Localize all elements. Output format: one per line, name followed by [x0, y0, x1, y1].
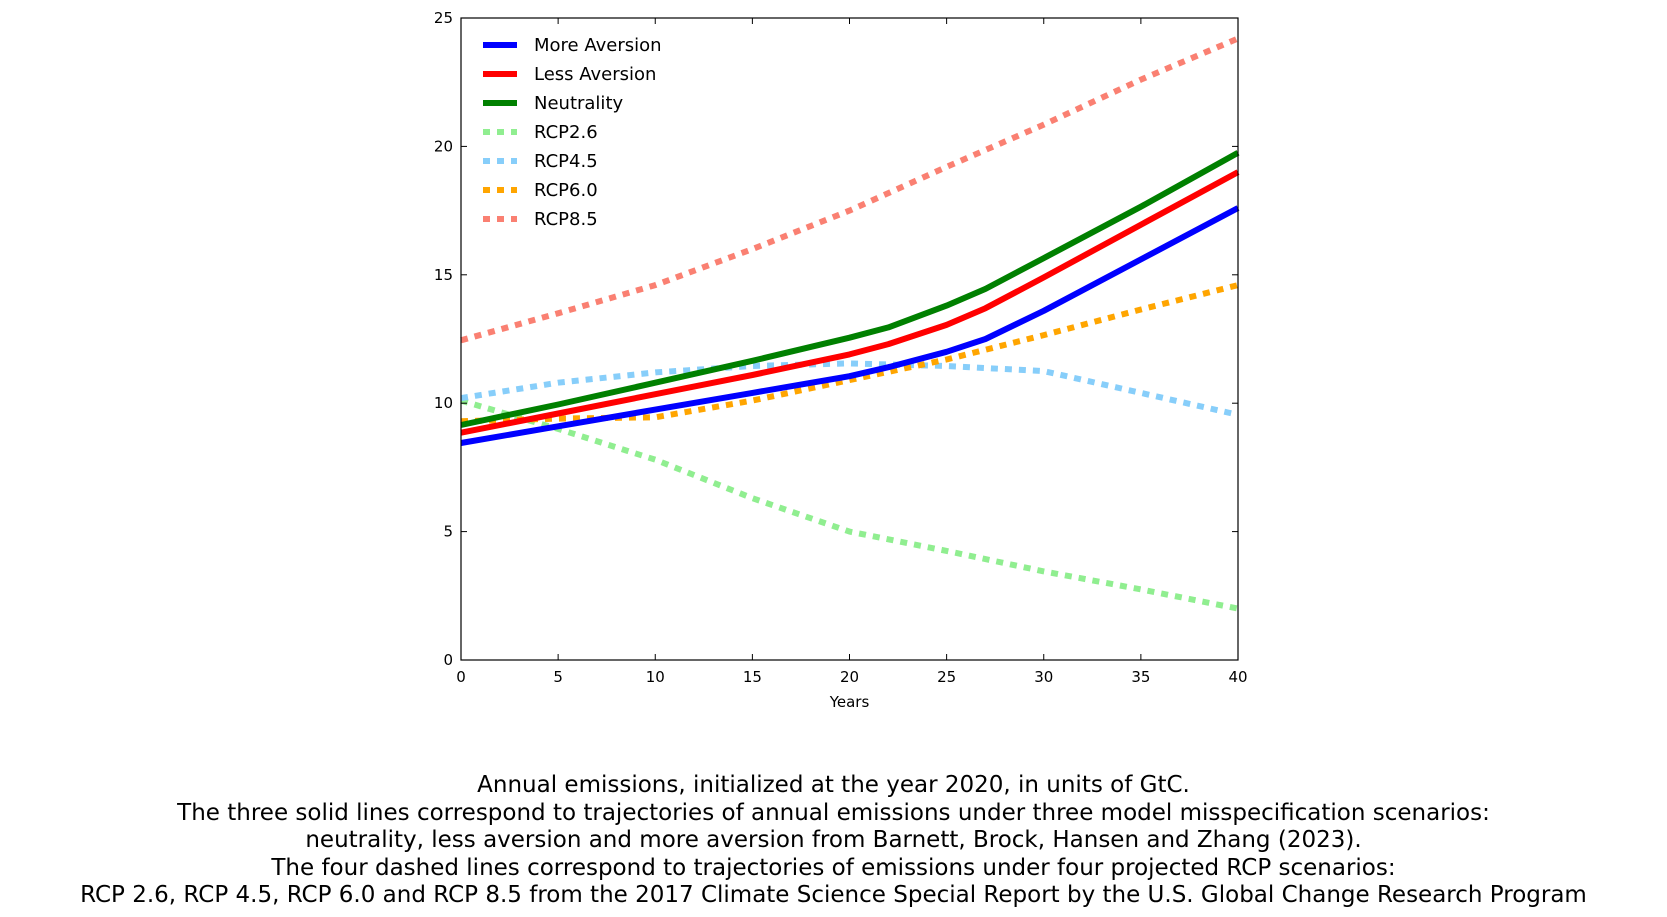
- legend-label-rcp8-5: RCP8.5: [534, 209, 598, 230]
- x-tick-label: 15: [743, 668, 762, 686]
- x-tick-label: 20: [840, 668, 859, 686]
- y-tick-label: 25: [434, 9, 453, 27]
- caption-line: The three solid lines correspond to traj…: [177, 799, 1490, 826]
- x-tick-label: 40: [1228, 668, 1247, 686]
- series-line-less-aversion: [460, 169, 1240, 436]
- legend-label-rcp6-0: RCP6.0: [534, 180, 598, 201]
- legend: More Aversion Less Aversion Neutrality RCP2…: [483, 35, 662, 230]
- series-line-rcp4-5: [460, 360, 1239, 418]
- legend-label-more-aversion: More Aversion: [534, 35, 662, 56]
- emissions-line-chart: 0 5 10 15 20 25 30 35 40 0 5 10 15 20 25 Years More Av…: [434, 9, 1248, 711]
- caption-line: RCP 2.6, RCP 4.5, RCP 6.0 and RCP 8.5 fr…: [80, 882, 1587, 908]
- series-line-more-aversion: [460, 205, 1240, 446]
- series-lines: [460, 35, 1240, 612]
- y-tick-label: 10: [434, 394, 453, 412]
- series-line-rcp2-6: [460, 397, 1239, 612]
- figure-caption: Annual emissions, initialized at the yea…: [0, 772, 1667, 910]
- x-tick-label: 30: [1034, 668, 1053, 686]
- y-tick-label: 20: [434, 137, 453, 155]
- x-tick-label: 10: [646, 668, 665, 686]
- x-tick-label: 35: [1131, 668, 1150, 686]
- legend-label-less-aversion: Less Aversion: [534, 64, 656, 85]
- legend-label-rcp2-6: RCP2.6: [534, 122, 598, 143]
- caption-line: Annual emissions, initialized at the yea…: [477, 772, 1190, 798]
- axis-ticks: 0 5 10 15 20 25 30 35 40 0 5 10 15 20 25: [434, 9, 1248, 686]
- series-line-rcp8-5: [460, 35, 1240, 344]
- x-axis-label: Years: [829, 693, 870, 711]
- caption-line: The four dashed lines correspond to traj…: [271, 854, 1396, 881]
- y-tick-label: 5: [443, 523, 453, 541]
- legend-label-rcp4-5: RCP4.5: [534, 151, 598, 172]
- series-line-neutrality: [460, 150, 1240, 428]
- x-tick-label: 0: [456, 668, 466, 686]
- y-tick-label: 0: [443, 651, 453, 669]
- y-tick-label: 15: [434, 266, 453, 284]
- caption-line: neutrality, less aversion and more avers…: [305, 827, 1362, 853]
- x-tick-label: 5: [553, 668, 563, 686]
- legend-label-neutrality: Neutrality: [534, 93, 623, 114]
- x-tick-label: 25: [937, 668, 956, 686]
